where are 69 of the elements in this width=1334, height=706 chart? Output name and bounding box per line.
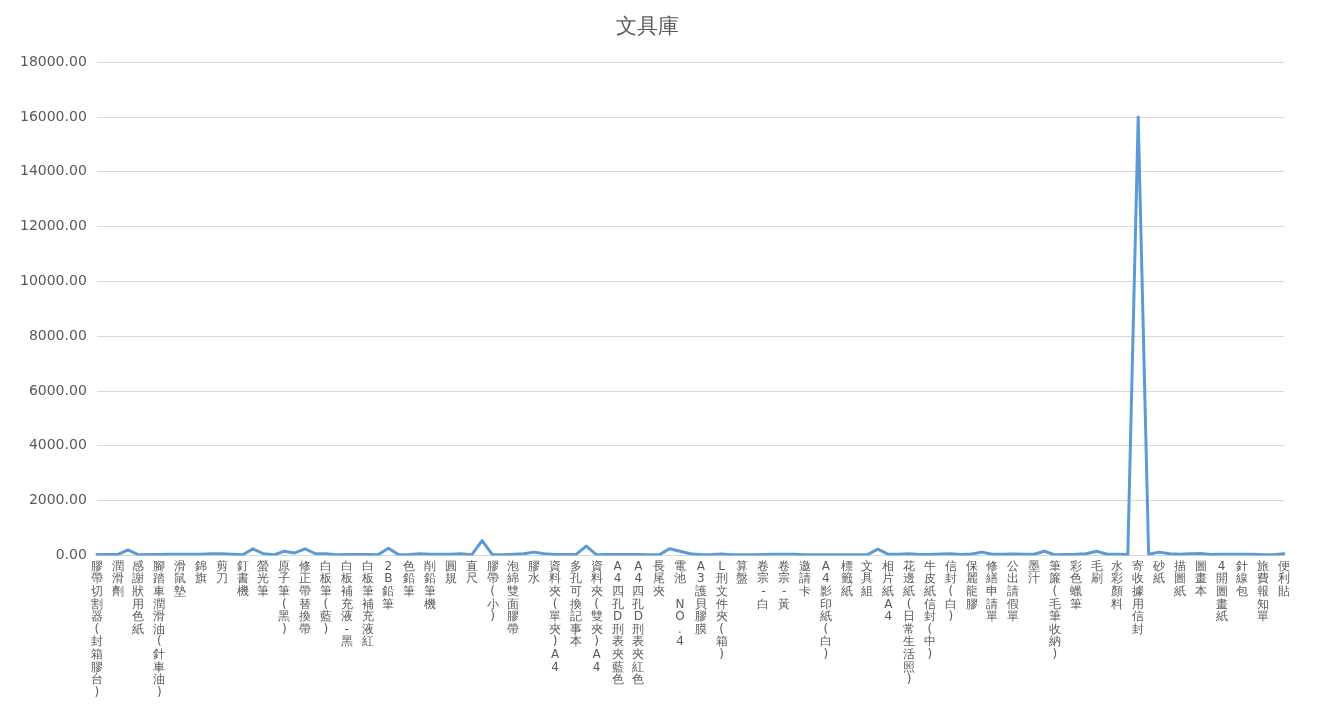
x-tick-label: A4影印紙(白) (819, 558, 832, 662)
x-tick-label: 原子筆(黑) (278, 558, 291, 636)
x-tick-label: 修正帶替換帶 (299, 558, 312, 636)
y-tick-label: 8000.00 (28, 326, 87, 343)
chart-title: 文具庫 (615, 14, 679, 39)
x-tick-label: 電池 NO.4 (673, 558, 686, 649)
x-tick-label: 圖畫本 (1194, 558, 1207, 599)
x-tick-label: 直尺 (465, 558, 478, 586)
x-tick-label: 色鉛筆 (403, 558, 416, 599)
x-tick-label: 邀請卡 (798, 558, 811, 599)
x-tick-label: 白板補充液-黑 (339, 558, 353, 649)
category-label: A4四孔D刑表夾紅色 (632, 558, 645, 687)
x-tick-label: 筆簾(毛筆收納) (1048, 558, 1061, 662)
y-tick-label: 14000.00 (19, 162, 87, 179)
y-tick-label: 10000.00 (19, 272, 87, 289)
x-tick-label: A3護貝膠膜 (694, 558, 707, 636)
category-label: 腳踏車潤滑油(針車油) (153, 558, 166, 699)
x-tick-label: 錦旗 (194, 558, 207, 586)
x-tick-label: 潤滑劑 (111, 558, 124, 599)
x-tick-label: 公出請假單 (1007, 558, 1020, 624)
y-tick-label: 16000.00 (19, 107, 87, 124)
x-tick-label: L刑文件夾(箱) (715, 558, 728, 662)
x-tick-label: 2B鉛筆 (382, 558, 395, 611)
y-tick-label: 4000.00 (28, 436, 87, 453)
x-tick-label: 圓規 (444, 558, 457, 586)
x-tick-label: 毛刷 (1090, 558, 1103, 586)
x-tick-label: 算盤 (736, 558, 749, 586)
x-tick-label: 白板筆(藍) (318, 558, 332, 636)
x-tick-label: 墨汁 (1028, 558, 1041, 586)
x-tick-label: 滑鼠墊 (174, 558, 187, 599)
x-tick-label: 砂紙 (1152, 558, 1166, 586)
x-tick-label: 膠水 (528, 558, 541, 586)
x-tick-label: 削鉛筆機 (424, 558, 437, 611)
category-label: 膠帶切割器(封箱膠台) (90, 558, 103, 699)
x-tick-label: 寄收據用信封 (1132, 558, 1145, 636)
x-tick-label: 標籤紙 (840, 558, 853, 599)
x-tick-label: 多孔可換記事本 (569, 558, 582, 649)
category-label: A4四孔D刑表夾藍色 (611, 558, 624, 687)
x-tick-label: 相片紙A4 (882, 558, 895, 624)
x-tick-label: 牛皮紙信封(中) (923, 558, 936, 662)
x-tick-label: 針線包 (1235, 558, 1249, 599)
y-tick-label: 18000.00 (19, 52, 87, 69)
y-tick-label: 6000.00 (28, 381, 87, 398)
x-tick-label: 旅費報知單 (1257, 558, 1270, 624)
x-tick-label: 感謝狀用色紙 (132, 558, 145, 636)
x-tick-label: 長尾夾 (653, 558, 666, 599)
category-label: 資料夾(雙夾)A4 (590, 558, 603, 674)
x-tick-label: 便利貼 (1278, 558, 1290, 599)
x-tick-label: 白板筆補充液紅 (360, 558, 374, 649)
x-tick-label: 卷宗-黃 (778, 558, 791, 611)
x-tick-label: 彩色蠟筆 (1069, 558, 1082, 611)
y-tick-label: 2000.00 (28, 491, 87, 508)
x-tick-label: 泡綿雙面膠帶 (506, 558, 520, 636)
x-tick-label: 保麗龍膠 (965, 558, 978, 611)
x-tick-label: 螢光筆 (257, 558, 270, 599)
x-tick-label: 描圖紙 (1173, 558, 1186, 599)
x-tick-label: 卷宗-白 (757, 558, 770, 611)
x-tick-label: 釘書機 (236, 558, 249, 599)
x-tick-label: 修繕申請單 (985, 558, 999, 624)
x-tick-label: 文具組 (860, 558, 874, 599)
category-label: 花邊紙(日常生活照) (903, 558, 916, 687)
x-tick-label: 信封(白) (944, 558, 957, 624)
y-tick-label: 12000.00 (19, 217, 87, 234)
y-tick-label: 0.00 (55, 546, 87, 563)
x-tick-label: 4開圖畫紙 (1215, 558, 1228, 624)
x-tick-label: 水彩顏料 (1111, 558, 1124, 611)
x-tick-label: 膠帶(小) (486, 558, 499, 624)
category-label: 資料夾(單夾)A4 (549, 558, 562, 674)
x-tick-label: 剪刀 (215, 558, 228, 586)
